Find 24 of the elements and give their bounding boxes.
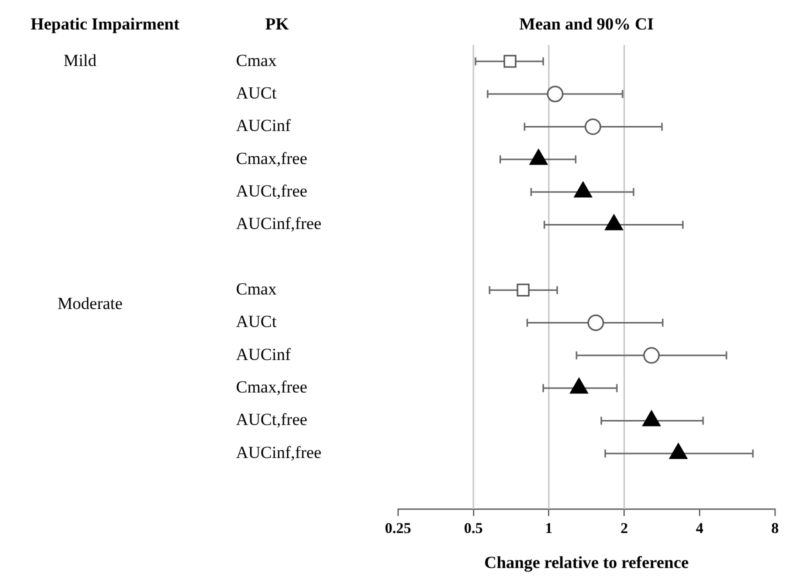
- y-tick-label: AUCinf: [236, 116, 292, 136]
- y-tick-label: Cmax: [236, 50, 278, 70]
- x-tick-label: 0.25: [384, 520, 412, 537]
- text: Moderate: [57, 294, 123, 314]
- text: Hepatic Impairment: [30, 14, 180, 34]
- y-tick-label: AUCinf: [236, 344, 292, 364]
- y-tick-label: AUCt,free: [236, 182, 308, 201]
- x-tick-label: 0.5: [464, 520, 483, 537]
- y-tick-label: AUCt: [236, 312, 277, 332]
- y-tick-label: AUCt: [236, 83, 277, 102]
- x-tick-label: 1: [545, 520, 553, 537]
- x-tick-label: 8: [771, 520, 779, 537]
- y-tick-label: Cmax,free: [236, 148, 308, 168]
- y-tick-label: AUCt,free: [236, 410, 308, 430]
- x-tick-label: 4: [696, 520, 704, 537]
- text: Mild: [63, 50, 98, 70]
- y-tick-label: AUCinf,free: [236, 442, 322, 462]
- y-tick-label: Cmax,free: [236, 378, 308, 397]
- chart-title: Mean and 90% CI: [519, 14, 654, 34]
- x-axis-title: Change relative to reference: [484, 553, 690, 572]
- y-tick-label: AUCinf,free: [236, 214, 322, 234]
- y-tick-label: Cmax: [236, 280, 278, 299]
- x-tick-label: 2: [620, 520, 628, 537]
- text: PK: [265, 14, 290, 34]
